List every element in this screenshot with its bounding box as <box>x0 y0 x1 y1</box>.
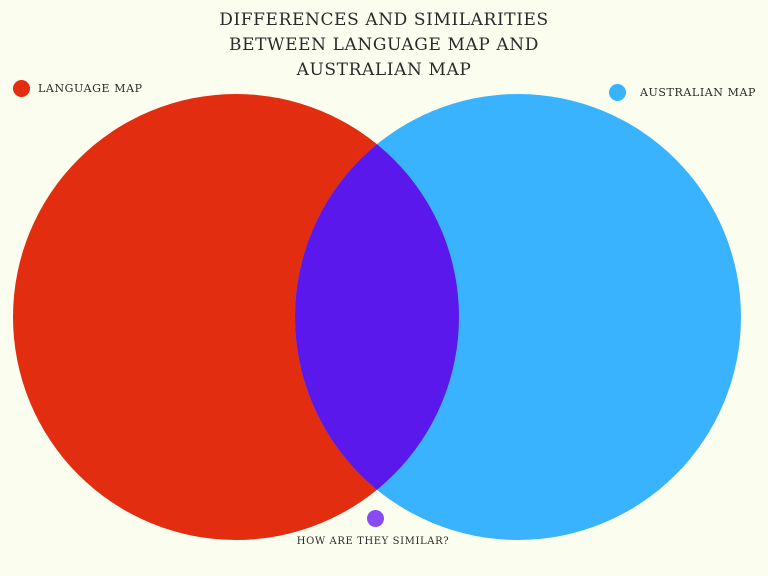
title-line-3: AUSTRALIAN MAP <box>296 60 472 80</box>
language-map-legend-label: LANGUAGE MAP <box>38 82 143 95</box>
australian-map-legend-dot <box>609 84 626 101</box>
diagram-title: DIFFERENCES AND SIMILARITIES BETWEEN LAN… <box>0 8 768 83</box>
title-line-2: BETWEEN LANGUAGE MAP AND <box>228 35 539 55</box>
legend-australian-map: AUSTRALIAN MAP <box>609 84 756 101</box>
title-line-1: DIFFERENCES AND SIMILARITIES <box>219 10 549 30</box>
overlap-region <box>295 94 459 540</box>
similar-legend-dot <box>367 510 384 527</box>
language-map-legend-dot <box>13 80 30 97</box>
similar-label: HOW ARE THEY SIMILAR? <box>296 536 450 547</box>
legend-language-map: LANGUAGE MAP <box>13 80 143 97</box>
australian-map-legend-label: AUSTRALIAN MAP <box>640 86 757 99</box>
